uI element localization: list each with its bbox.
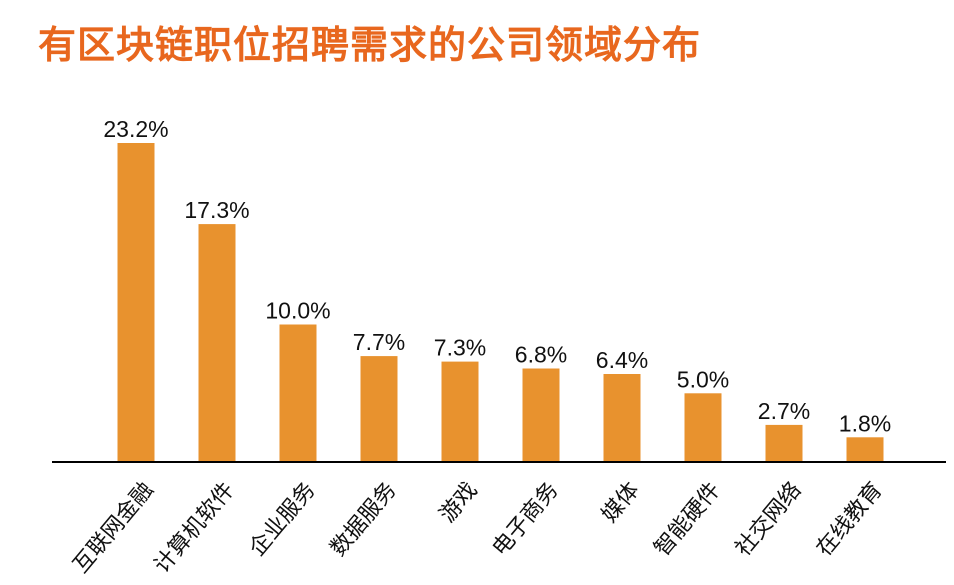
- category-label: 智能硬件: [650, 478, 726, 561]
- chart-title: 有区块链职位招聘需求的公司领域分布: [38, 23, 702, 67]
- bar-2: [279, 324, 317, 462]
- bar-0: [117, 143, 155, 462]
- bar-4: [441, 361, 479, 462]
- bar-value-label: 2.7%: [758, 398, 810, 424]
- bar-8: [765, 424, 803, 462]
- category-label: 企业服务: [245, 478, 321, 561]
- category-label: 电子商务: [488, 478, 564, 561]
- bar-value-label: 1.8%: [839, 410, 891, 436]
- bar-3: [360, 356, 398, 462]
- category-label: 计算机软件: [150, 478, 240, 578]
- bar-value-label: 7.3%: [434, 335, 486, 361]
- bar-7: [684, 393, 722, 463]
- bar-value-label: 10.0%: [265, 298, 330, 324]
- bars-group: [117, 143, 884, 463]
- bar-value-label: 6.4%: [596, 347, 648, 373]
- category-label: 游戏: [435, 478, 482, 528]
- category-label: 数据服务: [326, 478, 402, 561]
- bar-9: [846, 437, 884, 463]
- category-label: 互联网金融: [69, 478, 159, 578]
- category-label: 在线教育: [812, 478, 888, 561]
- bar-value-label: 7.7%: [353, 329, 405, 355]
- bar-6: [603, 374, 641, 462]
- bar-value-label: 5.0%: [677, 366, 729, 392]
- bar-value-label: 6.8%: [515, 342, 567, 368]
- bar-value-label: 17.3%: [184, 197, 249, 223]
- value-labels-group: 23.2% 17.3% 10.0% 7.7% 7.3% 6.8% 6.4% 5.0% 2.7% 1…: [103, 116, 891, 436]
- bar-5: [522, 368, 560, 462]
- category-label: 社交网络: [731, 478, 807, 561]
- bar-value-label: 23.2%: [103, 116, 168, 142]
- bar-1: [198, 224, 236, 462]
- category-label: 媒体: [597, 478, 644, 528]
